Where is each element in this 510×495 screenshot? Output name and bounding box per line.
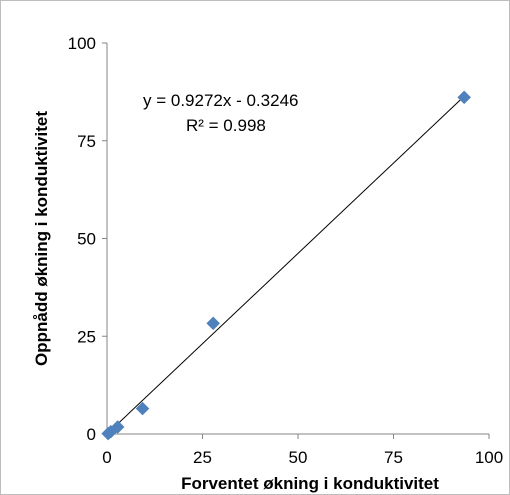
y-tick-label: 75 (77, 132, 96, 151)
data-point (110, 420, 125, 434)
x-tick-label: 25 (193, 448, 212, 467)
axes: 0 25 50 75 100 0 25 50 75 100 (68, 34, 504, 467)
r-squared-label: R² = 0.998 (186, 116, 266, 135)
data-point (206, 316, 221, 331)
x-tick-label: 75 (384, 448, 403, 467)
data-point (457, 90, 472, 105)
x-axis-title: Forventet økning i konduktivitet (181, 474, 439, 493)
y-tick-label: 25 (77, 327, 96, 346)
y-tick-label: 0 (87, 425, 96, 444)
y-tick-label: 100 (68, 34, 96, 53)
trendline-equation: y = 0.9272x - 0.3246 (143, 91, 298, 110)
trendline (106, 95, 465, 435)
x-tick-label: 50 (289, 448, 308, 467)
x-tick-label: 100 (475, 448, 503, 467)
trendline-group (106, 95, 465, 435)
data-point (135, 401, 150, 416)
y-axis-title: Oppnådd økning i konduktivitet (32, 111, 51, 366)
y-tick-label: 50 (77, 230, 96, 249)
x-tick-label: 0 (102, 448, 111, 467)
data-points (101, 90, 472, 441)
